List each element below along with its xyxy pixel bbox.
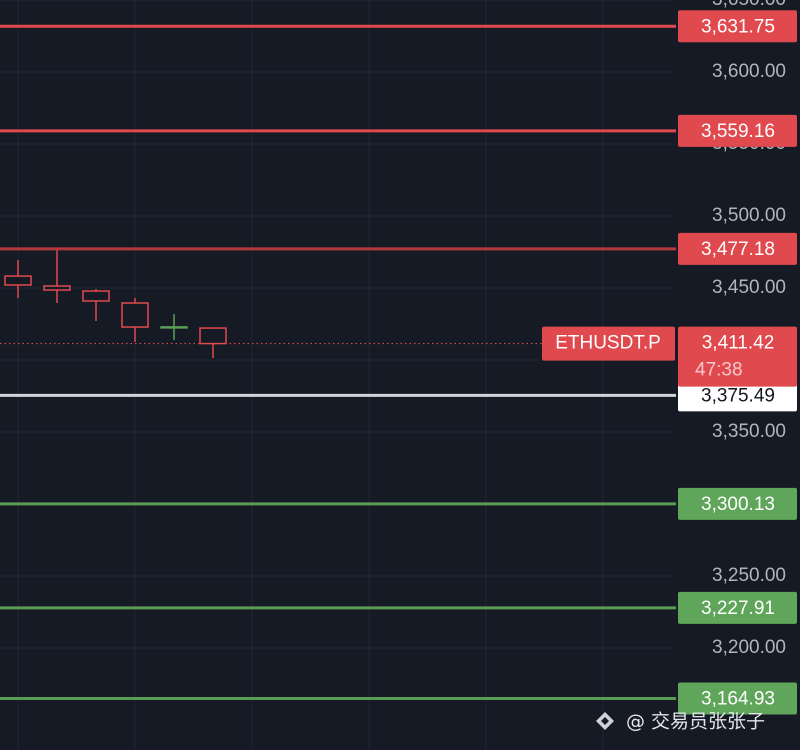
y-tick-label: 3,500.00 xyxy=(712,205,786,226)
y-tick-label: 3,350.00 xyxy=(712,421,786,442)
level-label: 3,164.93 xyxy=(701,689,775,710)
candle-body xyxy=(160,326,188,329)
y-tick-label: 3,600.00 xyxy=(712,61,786,82)
level-label: 3,631.75 xyxy=(701,16,775,37)
last-price-label: 3,411.42 xyxy=(702,333,775,354)
level-label: 3,477.18 xyxy=(701,239,775,260)
y-tick-label: 3,200.00 xyxy=(712,637,786,658)
candle-body xyxy=(121,302,149,328)
candle-body xyxy=(43,285,71,291)
level-box xyxy=(678,232,797,265)
level-box xyxy=(678,10,797,43)
candle-body xyxy=(4,275,32,286)
candle-body xyxy=(199,327,227,345)
level-box xyxy=(678,487,797,520)
y-tick-label: 3,450.00 xyxy=(712,277,786,298)
level-label: 3,300.13 xyxy=(701,494,775,515)
level-label: 3,559.16 xyxy=(701,121,775,142)
symbol-box xyxy=(542,326,675,361)
level-label: 3,227.91 xyxy=(701,598,775,619)
symbol-label: ETHUSDT.P xyxy=(555,333,661,354)
watermark: @ 交易员张张子 xyxy=(626,711,765,733)
watermark-icon xyxy=(596,712,614,730)
level-box xyxy=(678,379,797,412)
level-box xyxy=(678,591,797,624)
level-box xyxy=(678,682,797,715)
last-price-box xyxy=(678,326,797,387)
candle-body xyxy=(82,290,110,302)
level-box xyxy=(678,114,797,147)
countdown-label: 47:38 xyxy=(695,360,743,381)
level-label: 3,375.49 xyxy=(701,385,775,406)
y-tick-label: 3,650.00 xyxy=(712,0,786,10)
y-tick-label: 3,250.00 xyxy=(712,565,786,586)
